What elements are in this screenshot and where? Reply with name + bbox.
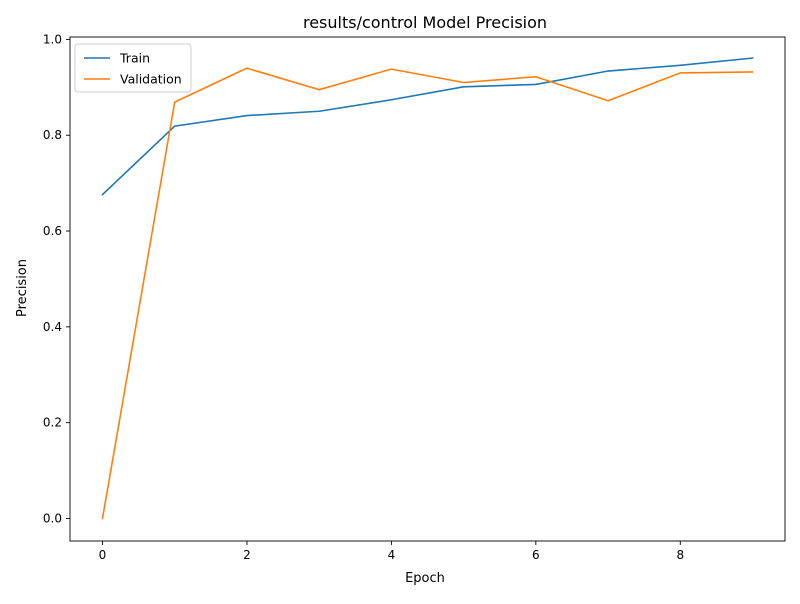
x-tick-label: 8 <box>676 548 684 562</box>
x-tick-label: 0 <box>99 548 107 562</box>
y-axis-label: Precision <box>15 259 30 317</box>
x-tick-label: 6 <box>532 548 540 562</box>
y-tick-label: 1.0 <box>43 32 62 46</box>
y-tick-label: 0.0 <box>43 511 62 525</box>
chart-title: results/control Model Precision <box>303 13 547 32</box>
y-tick-label: 0.8 <box>43 128 62 142</box>
x-tick-label: 2 <box>243 548 251 562</box>
x-tick-label: 4 <box>388 548 396 562</box>
legend-label-train: Train <box>119 51 150 66</box>
y-tick-label: 0.2 <box>43 416 62 430</box>
x-axis-label: Epoch <box>405 571 445 586</box>
y-tick-label: 0.6 <box>43 224 62 238</box>
legend-label-validation: Validation <box>120 72 182 87</box>
y-tick-label: 0.4 <box>43 320 62 334</box>
